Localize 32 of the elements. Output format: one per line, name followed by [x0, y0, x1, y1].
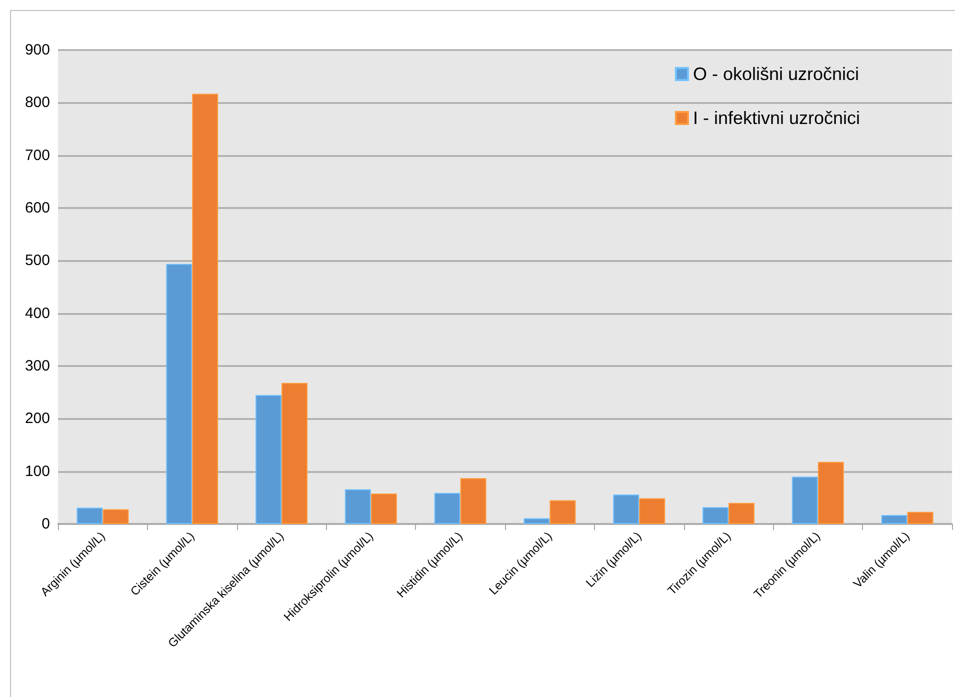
- y-tick-label: 800: [24, 94, 50, 112]
- y-tick-label: 300: [24, 358, 50, 374]
- bar: [639, 498, 666, 524]
- bar: [907, 512, 934, 524]
- legend-label: O - okolišni uzročnici: [692, 64, 860, 84]
- y-tick-label: 900: [24, 42, 50, 58]
- y-tick-label: 100: [24, 462, 50, 480]
- y-tick-label: 0: [42, 516, 50, 532]
- bar: [728, 502, 754, 524]
- bar: [613, 494, 640, 524]
- bar: [434, 492, 460, 524]
- bar: [881, 515, 908, 524]
- bar: [460, 478, 486, 524]
- y-tick-label: 400: [24, 304, 50, 322]
- bar: [166, 264, 192, 524]
- y-tick-label: 600: [24, 200, 50, 216]
- bar: [792, 476, 818, 524]
- bar: [76, 508, 103, 524]
- bar: [102, 509, 129, 524]
- bar: [524, 518, 550, 524]
- bar: [282, 382, 308, 524]
- y-tick-label: 200: [24, 410, 50, 428]
- bar: [818, 462, 844, 524]
- bar: [550, 500, 576, 524]
- y-tick-label: 500: [24, 252, 50, 270]
- bar: [256, 394, 282, 524]
- bar: [192, 94, 218, 524]
- y-tick-label: 700: [24, 146, 50, 164]
- bar: [370, 493, 397, 524]
- bar: [702, 507, 728, 524]
- bar: [344, 489, 371, 524]
- legend-label: I - infektivni uzročnici: [692, 108, 860, 128]
